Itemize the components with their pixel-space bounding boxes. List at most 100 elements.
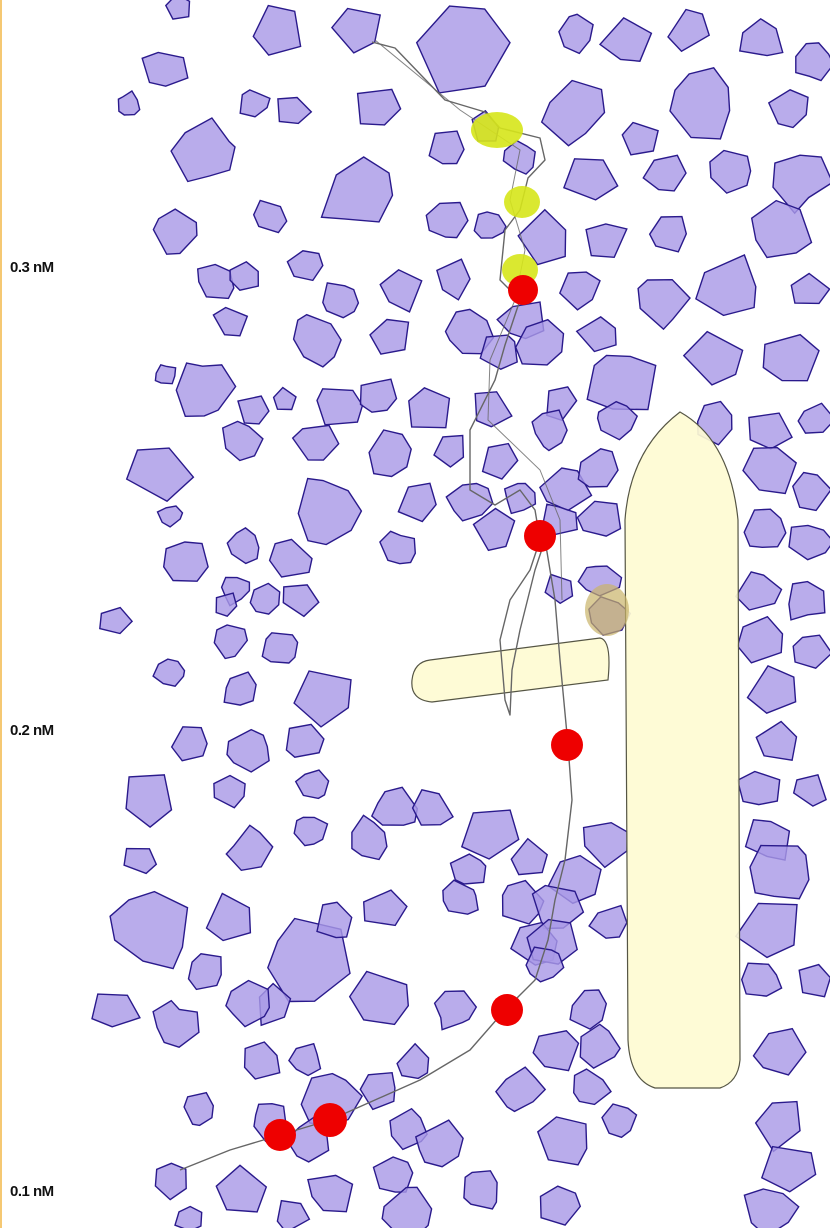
cell-polygon xyxy=(743,508,787,549)
cell-polygon xyxy=(249,582,281,615)
scale-label-middle: 0.2 nM xyxy=(10,722,54,739)
cell-polygon xyxy=(109,890,189,970)
event-marker-red[interactable] xyxy=(264,1119,296,1151)
cell-polygon xyxy=(125,447,195,503)
cell-polygon xyxy=(428,130,465,165)
event-marker-overlap[interactable] xyxy=(585,584,629,636)
cell-polygon xyxy=(579,1023,621,1069)
cell-polygon xyxy=(621,121,659,156)
cell-polygon xyxy=(411,788,454,826)
cell-polygon xyxy=(736,770,781,806)
cell-polygon xyxy=(372,1156,414,1193)
cell-polygon xyxy=(170,726,208,762)
cell-polygon xyxy=(792,634,830,669)
cell-polygon xyxy=(748,412,793,450)
cell-polygon xyxy=(558,13,594,55)
cell-polygon xyxy=(292,313,342,368)
cell-polygon xyxy=(575,316,617,353)
cell-polygon xyxy=(351,814,388,861)
cell-polygon xyxy=(215,592,238,618)
event-marker-red[interactable] xyxy=(491,994,523,1026)
cell-polygon xyxy=(307,1174,354,1213)
cell-polygon xyxy=(215,1164,268,1213)
event-marker-yellow[interactable] xyxy=(471,112,523,148)
event-marker-yellow[interactable] xyxy=(504,186,540,218)
cell-polygon xyxy=(237,395,270,425)
cell-polygon xyxy=(540,79,606,147)
cell-polygon xyxy=(563,158,619,201)
cell-polygon xyxy=(187,953,222,991)
vertical-channel xyxy=(624,411,741,1089)
cell-polygon xyxy=(596,400,639,441)
cell-polygon xyxy=(117,90,141,116)
cells-layer xyxy=(91,0,830,1228)
cell-polygon xyxy=(226,728,270,773)
cell-polygon xyxy=(154,363,177,385)
cell-polygon xyxy=(221,420,264,462)
event-marker-red[interactable] xyxy=(508,275,538,305)
cell-polygon xyxy=(297,477,363,546)
cell-polygon xyxy=(123,847,158,875)
cell-polygon xyxy=(746,665,797,715)
cell-polygon xyxy=(760,1145,817,1193)
cell-polygon xyxy=(286,250,324,282)
event-marker-red[interactable] xyxy=(313,1103,347,1137)
cell-polygon xyxy=(795,42,830,82)
cell-polygon xyxy=(268,538,313,578)
cell-polygon xyxy=(531,409,568,452)
cell-polygon xyxy=(752,1027,807,1076)
cell-polygon xyxy=(772,154,830,215)
cell-polygon xyxy=(749,844,810,900)
cell-polygon xyxy=(414,1119,464,1168)
cell-polygon xyxy=(797,402,830,434)
cell-polygon xyxy=(442,879,479,915)
cell-polygon xyxy=(322,282,360,319)
cell-polygon xyxy=(213,774,246,809)
cell-polygon xyxy=(223,671,257,706)
cell-polygon xyxy=(473,211,507,239)
cell-polygon xyxy=(501,879,545,925)
cell-polygon xyxy=(577,448,619,488)
cell-polygon xyxy=(767,89,809,129)
cell-polygon xyxy=(156,505,184,528)
cell-polygon xyxy=(544,573,574,605)
cell-polygon xyxy=(648,215,688,253)
cell-polygon xyxy=(472,507,516,552)
cell-polygon xyxy=(277,96,313,125)
cell-polygon xyxy=(141,51,189,87)
cell-polygon xyxy=(798,963,830,998)
cell-polygon xyxy=(743,1188,800,1228)
cell-polygon xyxy=(196,263,235,300)
cell-polygon xyxy=(792,773,827,807)
cell-polygon xyxy=(576,500,622,537)
event-marker-red[interactable] xyxy=(551,729,583,761)
cell-polygon xyxy=(379,268,423,313)
cell-polygon xyxy=(750,199,813,259)
migration-track xyxy=(179,41,573,1171)
cell-polygon xyxy=(213,624,249,660)
cell-polygon xyxy=(598,17,653,62)
cell-polygon xyxy=(738,17,784,57)
cell-polygon xyxy=(682,330,744,386)
cell-polygon xyxy=(152,999,200,1048)
cell-polygon xyxy=(436,258,471,301)
cell-polygon xyxy=(397,482,437,523)
cell-polygon xyxy=(736,615,784,664)
cell-polygon xyxy=(695,254,757,317)
cell-polygon xyxy=(99,606,134,635)
cell-polygon xyxy=(320,156,394,223)
cell-polygon xyxy=(788,580,826,621)
cell-polygon xyxy=(396,1042,430,1080)
cell-polygon xyxy=(330,7,382,54)
cell-polygon xyxy=(162,541,209,582)
cell-polygon xyxy=(425,201,469,239)
cell-polygon xyxy=(445,482,494,522)
cell-polygon xyxy=(381,1186,433,1228)
cell-polygon xyxy=(709,149,752,194)
cell-polygon xyxy=(510,837,548,876)
cell-polygon xyxy=(91,993,141,1028)
event-marker-red[interactable] xyxy=(524,520,556,552)
cell-polygon xyxy=(792,471,830,512)
